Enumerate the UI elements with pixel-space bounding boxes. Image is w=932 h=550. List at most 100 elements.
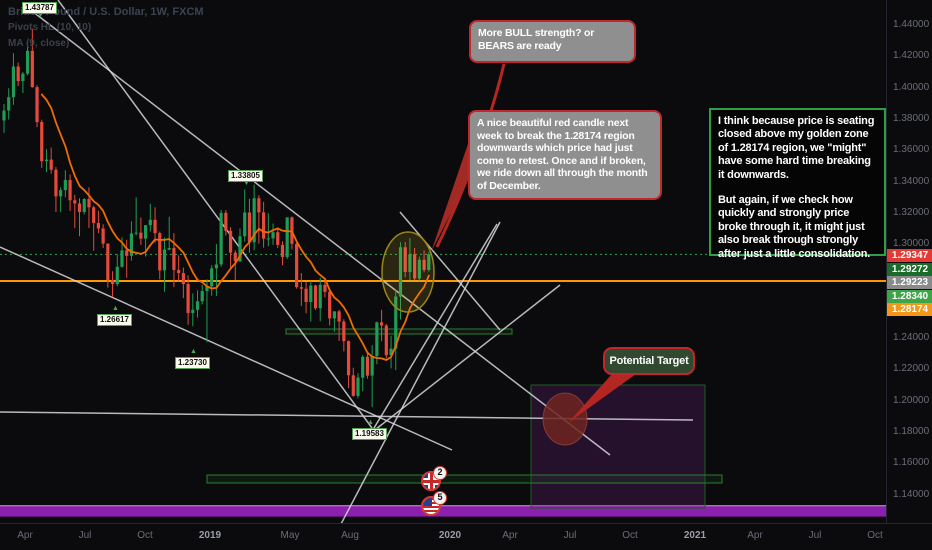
chart-canvas[interactable] [0, 0, 886, 523]
candle-body [115, 266, 119, 285]
time-tick: Jul [78, 530, 92, 541]
candle-body [238, 236, 242, 262]
candle-body [177, 269, 181, 274]
pivot-price-label: 1.43787 [22, 2, 57, 14]
pivot-price-label: 1.19583 [352, 428, 387, 440]
price-badge: 1.28174 [887, 303, 932, 316]
price-tick: 1.22000 [893, 363, 930, 375]
candle-body [158, 233, 162, 271]
candle-body [427, 254, 431, 270]
candle-body [54, 169, 58, 197]
candle-body [257, 198, 261, 213]
candle-body [422, 259, 426, 270]
candle-body [403, 247, 407, 272]
candle-body [125, 250, 129, 256]
candle-body [87, 199, 91, 208]
pivot-price-label: 1.23730 [175, 357, 210, 369]
candle-body [304, 288, 308, 303]
pivot-low-arrow-icon: ▲ [190, 348, 197, 355]
ma-line [40, 93, 430, 361]
candle-body [30, 50, 34, 88]
candle-body [134, 232, 138, 234]
candle-body [328, 291, 332, 319]
candle-body [26, 50, 30, 74]
candle-body [181, 273, 185, 285]
price-tick: 1.44000 [893, 19, 930, 30]
price-tick: 1.16000 [893, 457, 930, 469]
candle-body [7, 97, 11, 111]
pivot-low-arrow-icon: ▲ [112, 305, 119, 312]
candle-body [309, 285, 313, 303]
purple-band [0, 506, 886, 517]
candle-body [228, 230, 233, 253]
trendline [370, 223, 498, 434]
time-tick: Apr [747, 530, 763, 541]
candle-body [129, 233, 134, 256]
time-tick: Apr [502, 530, 518, 541]
time-tick: Aug [341, 530, 359, 541]
candle-body [186, 284, 190, 313]
candle-body [252, 198, 256, 243]
candle-body [210, 268, 214, 287]
candle-body [162, 249, 167, 271]
pivot-price-label: 1.33805 [228, 170, 263, 182]
candle-body [313, 285, 318, 309]
candle-body [205, 286, 209, 292]
candle-body [233, 252, 237, 262]
price-tick: 1.36000 [893, 144, 930, 156]
time-tick: Apr [17, 530, 33, 541]
pivot-price-label: 1.26617 [97, 314, 132, 326]
candle-body [276, 232, 280, 245]
candle-body [375, 322, 379, 356]
candle-body [106, 243, 110, 281]
candle-body [295, 243, 299, 288]
time-tick: 2021 [683, 530, 707, 541]
time-tick: Jul [563, 530, 577, 541]
candle-body [224, 212, 228, 231]
price-tick: 1.40000 [893, 81, 930, 93]
candle-body [271, 232, 275, 239]
candle-body [191, 309, 195, 313]
candle-body [285, 217, 289, 258]
callout-golden-zone-note[interactable]: I think because price is seating closed … [709, 108, 886, 260]
callout-paragraph: But again, if we check how quickly and s… [718, 194, 871, 260]
price-badge: 1.29223 [887, 276, 932, 289]
candle-body [11, 66, 16, 98]
time-tick: Oct [137, 530, 153, 541]
price-tick: 1.30000 [893, 238, 930, 250]
candle-body [413, 254, 417, 279]
candle-body [280, 244, 285, 258]
candle-body [356, 377, 360, 396]
candle-body [110, 280, 115, 285]
candle-body [200, 291, 204, 302]
price-tick: 1.38000 [893, 112, 930, 124]
trendline [27, 7, 611, 456]
indicator-pivots-label[interactable]: Pivots HL (10, 10) [8, 22, 92, 33]
breakout-ellipse [381, 231, 435, 313]
candle-body [153, 219, 157, 234]
candle-body [247, 212, 252, 243]
candle-body [49, 159, 53, 170]
candle-body [365, 356, 370, 376]
time-tick: Jul [808, 530, 822, 541]
candle-body [96, 222, 100, 229]
candle-body [243, 212, 247, 237]
candle-body [144, 225, 148, 239]
candle-body [351, 375, 355, 396]
price-axis[interactable]: 1.44000 1.42000 1.40000 1.38000 1.36000 1.340… [886, 0, 932, 523]
time-axis[interactable]: Apr Jul Oct 2019 May Aug 2020 Apr Jul Oct 2021 Apr J… [0, 523, 932, 550]
candle-body [16, 66, 20, 82]
candle-body [337, 311, 341, 322]
indicator-ma-label[interactable]: MA (9, close) [8, 38, 70, 49]
time-tick: Oct [622, 530, 638, 541]
price-badge: 1.29272 [887, 263, 932, 276]
candle-body [370, 355, 374, 376]
target-ellipse [542, 392, 588, 446]
callout-potential-target[interactable]: Potential Target [603, 347, 695, 375]
candle-body [219, 212, 223, 265]
candle-body [77, 203, 82, 213]
trendline [57, 0, 373, 429]
callout-bull-bears[interactable]: More BULL strength? or BEARS are ready [469, 20, 636, 63]
callout-red-candle-note[interactable]: A nice beautiful red candle next week to… [468, 110, 662, 200]
time-tick: Oct [867, 530, 883, 541]
